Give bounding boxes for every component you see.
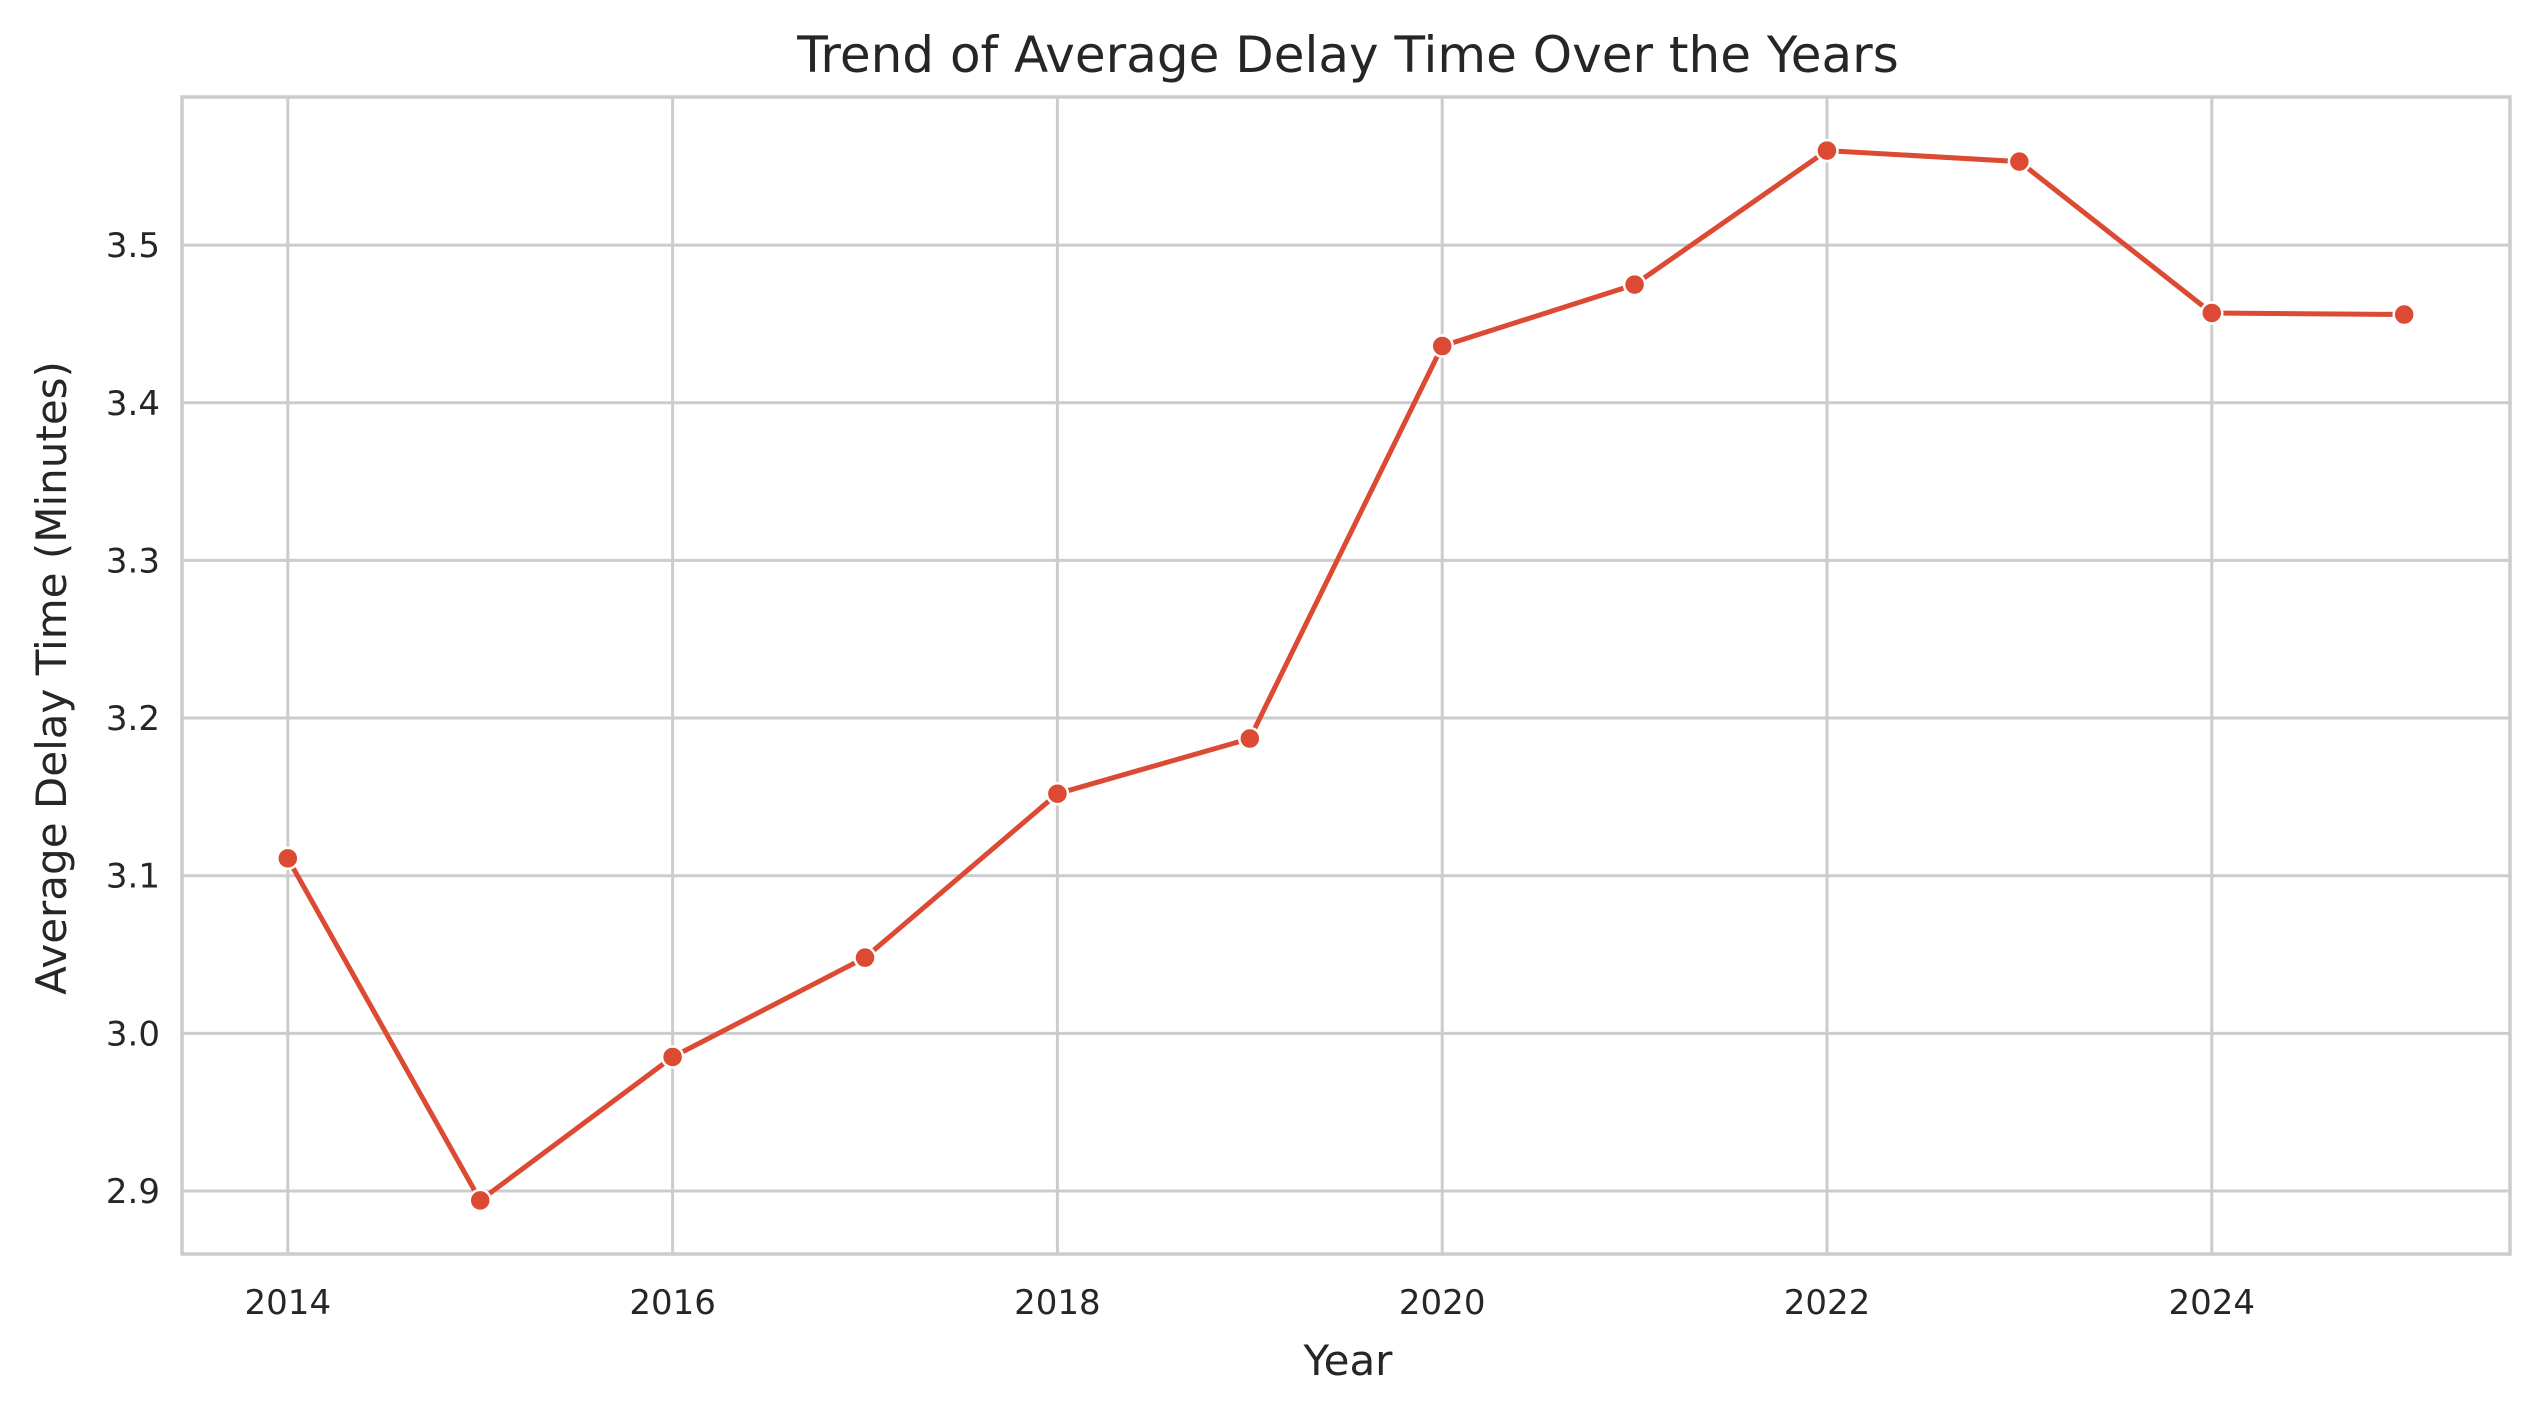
y-tick-label: 2.9 — [106, 1172, 160, 1212]
x-tick-label: 2022 — [1784, 1283, 1871, 1323]
x-axis-label: Year — [1303, 1336, 1394, 1385]
y-tick-labels: 2.9 3.0 3.1 3.2 3.3 3.4 3.5 — [106, 226, 160, 1212]
data-point — [1238, 726, 1262, 751]
x-tick-label: 2024 — [2169, 1283, 2256, 1323]
chart-title: Trend of Average Delay Time Over the Yea… — [796, 26, 1899, 84]
data-point — [1622, 272, 1647, 297]
data-point — [2392, 302, 2416, 327]
x-tick-labels: 2014 2016 2018 2020 2022 2024 — [245, 1283, 2255, 1323]
x-tick-label: 2018 — [1014, 1283, 1101, 1323]
data-point — [660, 1045, 685, 1069]
data-point — [1045, 781, 1070, 806]
x-tick-label: 2020 — [1399, 1283, 1486, 1323]
data-point — [2200, 301, 2224, 325]
data-point — [1430, 334, 1454, 358]
x-tick-label: 2016 — [629, 1283, 716, 1323]
data-point — [1815, 138, 1839, 163]
data-point — [276, 846, 300, 871]
y-tick-label: 3.3 — [106, 541, 160, 581]
x-tick-label: 2014 — [245, 1283, 332, 1323]
data-point — [468, 1188, 492, 1213]
y-tick-label: 3.2 — [106, 699, 160, 739]
plot-area-frame — [180, 95, 2512, 1256]
data-point — [2007, 149, 2032, 174]
y-tick-label: 3.5 — [106, 226, 160, 266]
series-line — [285, 148, 2407, 1203]
y-axis-label: Average Delay Time (Minutes) — [27, 361, 76, 995]
data-point — [853, 945, 877, 970]
y-tick-label: 3.1 — [106, 857, 160, 897]
y-tick-label: 3.4 — [106, 384, 160, 424]
series-layer — [276, 138, 2416, 1213]
y-tick-label: 3.0 — [106, 1014, 160, 1054]
